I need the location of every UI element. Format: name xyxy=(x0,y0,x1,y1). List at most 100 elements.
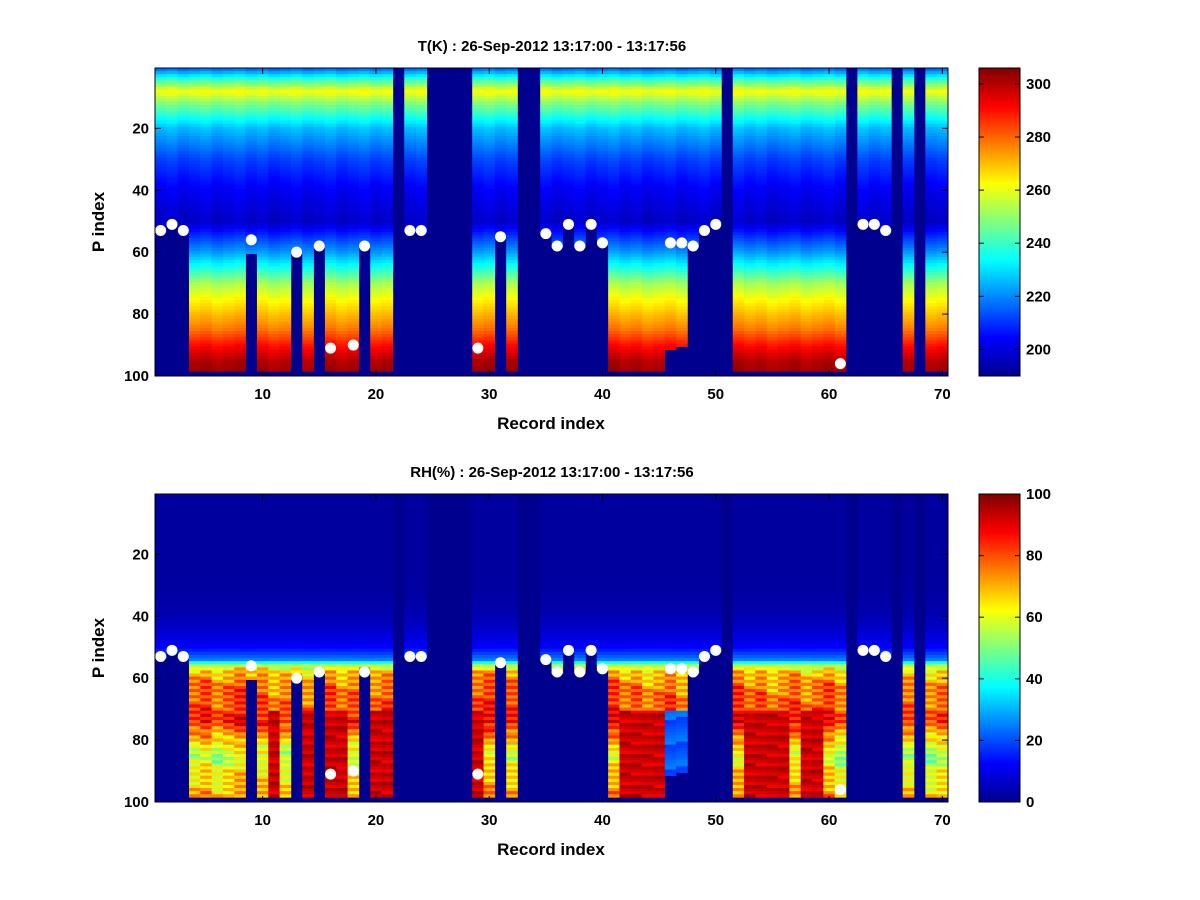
heatmap-cell xyxy=(812,244,824,248)
heatmap-cell xyxy=(812,362,824,366)
heatmap-cell xyxy=(812,349,824,354)
heatmap-cell xyxy=(732,179,745,183)
heatmap-cell xyxy=(336,80,348,84)
record-column xyxy=(347,68,360,372)
heatmap-cell xyxy=(370,355,382,360)
heatmap-cell xyxy=(506,318,518,323)
heatmap-cell xyxy=(800,232,813,236)
heatmap-cell xyxy=(755,204,768,208)
heatmap-cell xyxy=(744,368,756,372)
heatmap-cell xyxy=(744,123,756,128)
heatmap-cell xyxy=(936,349,949,354)
heatmap-cell xyxy=(540,71,552,75)
heatmap-cell xyxy=(483,328,496,332)
heatmap-cell xyxy=(268,201,280,205)
heatmap-cell xyxy=(925,198,937,202)
heatmap-cell xyxy=(540,92,552,97)
heatmap-cell xyxy=(834,228,847,233)
heatmap-cell xyxy=(574,201,586,205)
heatmap-cell xyxy=(268,71,280,75)
heatmap-cell xyxy=(540,89,552,94)
heatmap-cell xyxy=(370,362,382,366)
heatmap-cell xyxy=(710,194,722,199)
heatmap-cell xyxy=(415,198,428,202)
heatmap-cell xyxy=(347,256,360,261)
heatmap-cell xyxy=(347,318,360,323)
heatmap-cell xyxy=(336,278,348,282)
heatmap-cell xyxy=(415,179,428,183)
heatmap-cell xyxy=(483,204,496,208)
heatmap-cell xyxy=(155,80,167,84)
heatmap-cell xyxy=(698,68,711,72)
heatmap-cell xyxy=(608,272,620,276)
heatmap-cell xyxy=(596,185,609,190)
heatmap-cell xyxy=(483,250,496,255)
heatmap-cell xyxy=(494,86,507,90)
heatmap-cell xyxy=(268,355,280,360)
heatmap-cell xyxy=(483,102,496,106)
heatmap-cell xyxy=(347,86,360,90)
heatmap-cell xyxy=(381,253,394,258)
heatmap-cell xyxy=(188,126,201,131)
heatmap-cell xyxy=(540,111,552,115)
heatmap-cell xyxy=(234,303,246,307)
heatmap-cell xyxy=(234,318,246,323)
heatmap-cell xyxy=(812,275,824,279)
heatmap-cell xyxy=(188,300,201,304)
heatmap-cell xyxy=(347,80,360,84)
heatmap-cell xyxy=(200,232,212,236)
heatmap-cell xyxy=(812,232,824,236)
heatmap-cell xyxy=(619,306,632,310)
heatmap-cell xyxy=(472,256,484,261)
heatmap-cell xyxy=(268,151,280,155)
record-column xyxy=(313,68,326,248)
heatmap-cell xyxy=(778,163,790,168)
heatmap-cell xyxy=(358,126,371,131)
heatmap-cell xyxy=(234,191,246,196)
heatmap-cell xyxy=(766,232,779,236)
heatmap-cell xyxy=(347,157,360,162)
heatmap-cell xyxy=(574,80,586,84)
heatmap-cell xyxy=(880,191,892,196)
heatmap-cell xyxy=(766,241,779,245)
heatmap-cell xyxy=(834,114,847,118)
heatmap-cell xyxy=(324,232,337,236)
heatmap-cell xyxy=(188,123,201,128)
heatmap-cell xyxy=(279,232,292,236)
heatmap-cell xyxy=(880,154,892,159)
heatmap-cell xyxy=(234,207,246,211)
heatmap-cell xyxy=(653,68,666,72)
heatmap-cell xyxy=(279,126,292,131)
heatmap-cell xyxy=(925,328,937,332)
heatmap-cell xyxy=(234,349,246,354)
heatmap-cell xyxy=(415,136,428,140)
heatmap-cell xyxy=(698,77,711,81)
heatmap-cell xyxy=(778,247,790,251)
heatmap-cell xyxy=(234,163,246,168)
heatmap-cell xyxy=(200,241,212,245)
heatmap-cell xyxy=(302,362,314,366)
heatmap-cell xyxy=(778,362,790,366)
heatmap-cell xyxy=(302,340,314,344)
heatmap-cell xyxy=(155,531,167,535)
heatmap-cell xyxy=(630,80,643,84)
heatmap-cell xyxy=(336,284,348,289)
heatmap-cell xyxy=(596,173,609,177)
heatmap-cell xyxy=(868,117,881,121)
heatmap-cell xyxy=(302,358,314,363)
heatmap-cell xyxy=(268,133,280,137)
heatmap-cell xyxy=(585,185,598,190)
heatmap-cell xyxy=(347,123,360,128)
heatmap-cell xyxy=(245,126,258,131)
heatmap-cell xyxy=(812,139,824,143)
heatmap-cell xyxy=(755,173,768,177)
heatmap-cell xyxy=(483,222,496,227)
heatmap-cell xyxy=(381,219,394,224)
heatmap-cell xyxy=(551,163,564,168)
heatmap-cell xyxy=(188,287,201,292)
heatmap-cell xyxy=(664,284,677,289)
heatmap-cell xyxy=(211,207,224,211)
heatmap-cell xyxy=(483,145,496,149)
heatmap-cell xyxy=(166,133,178,137)
heatmap-cell xyxy=(789,188,802,193)
